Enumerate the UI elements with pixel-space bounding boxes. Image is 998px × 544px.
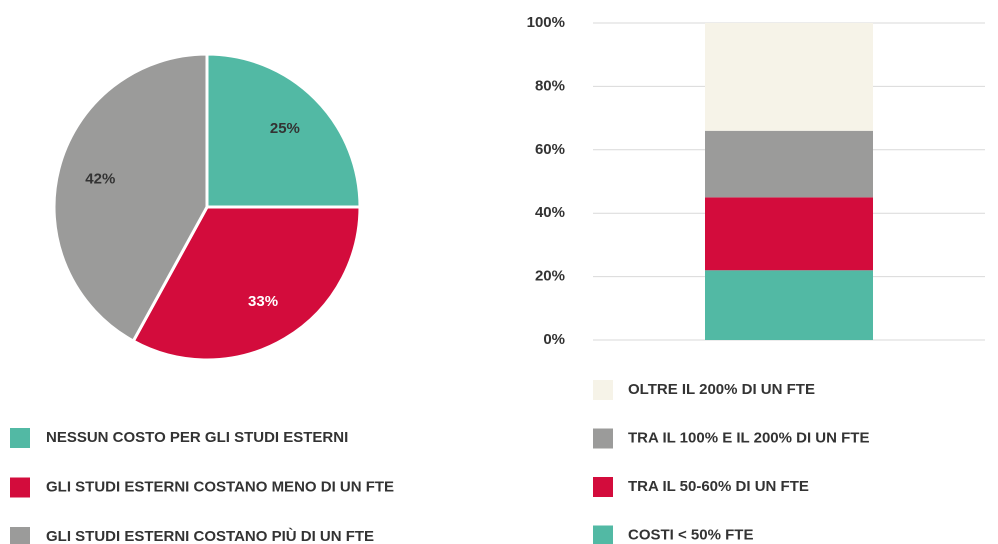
legend-swatch — [10, 477, 30, 498]
slice-label: 42% — [85, 171, 115, 188]
legend-swatch — [593, 477, 613, 497]
legend-swatch — [593, 428, 613, 449]
legend-swatch — [10, 527, 30, 544]
bar-segment — [705, 130, 873, 198]
legend-swatch — [10, 428, 30, 448]
bar-segment — [705, 23, 873, 131]
y-tick-label: 80% — [535, 77, 565, 94]
legend-label: OLTRE IL 200% DI UN FTE — [628, 381, 815, 398]
legend-label: TRA IL 50-60% DI UN FTE — [628, 478, 809, 495]
y-tick-label: 20% — [535, 268, 565, 285]
legend-label: GLI STUDI ESTERNI COSTANO MENO DI UN FTE — [46, 478, 394, 495]
y-tick-label: 60% — [535, 141, 565, 158]
y-tick-label: 100% — [527, 14, 565, 31]
legend-swatch — [593, 380, 613, 400]
bar-segment — [705, 197, 873, 271]
y-tick-label: 0% — [543, 331, 565, 348]
slice-label: 25% — [270, 120, 300, 137]
bar-segment — [705, 270, 873, 340]
pie-slice — [205, 52, 362, 209]
legend-label: COSTI < 50% FTE — [628, 526, 753, 543]
pie-slice — [131, 205, 362, 362]
legend-label: GLI STUDI ESTERNI COSTANO PIÙ DI UN FTE — [46, 527, 374, 544]
pie-slice — [52, 52, 209, 344]
y-tick-label: 40% — [535, 204, 565, 221]
legend-label: TRA IL 100% E IL 200% DI UN FTE — [628, 429, 869, 446]
legend-label: NESSUN COSTO PER GLI STUDI ESTERNI — [46, 429, 348, 446]
slice-label: 33% — [248, 293, 278, 310]
legend-swatch — [593, 525, 613, 544]
